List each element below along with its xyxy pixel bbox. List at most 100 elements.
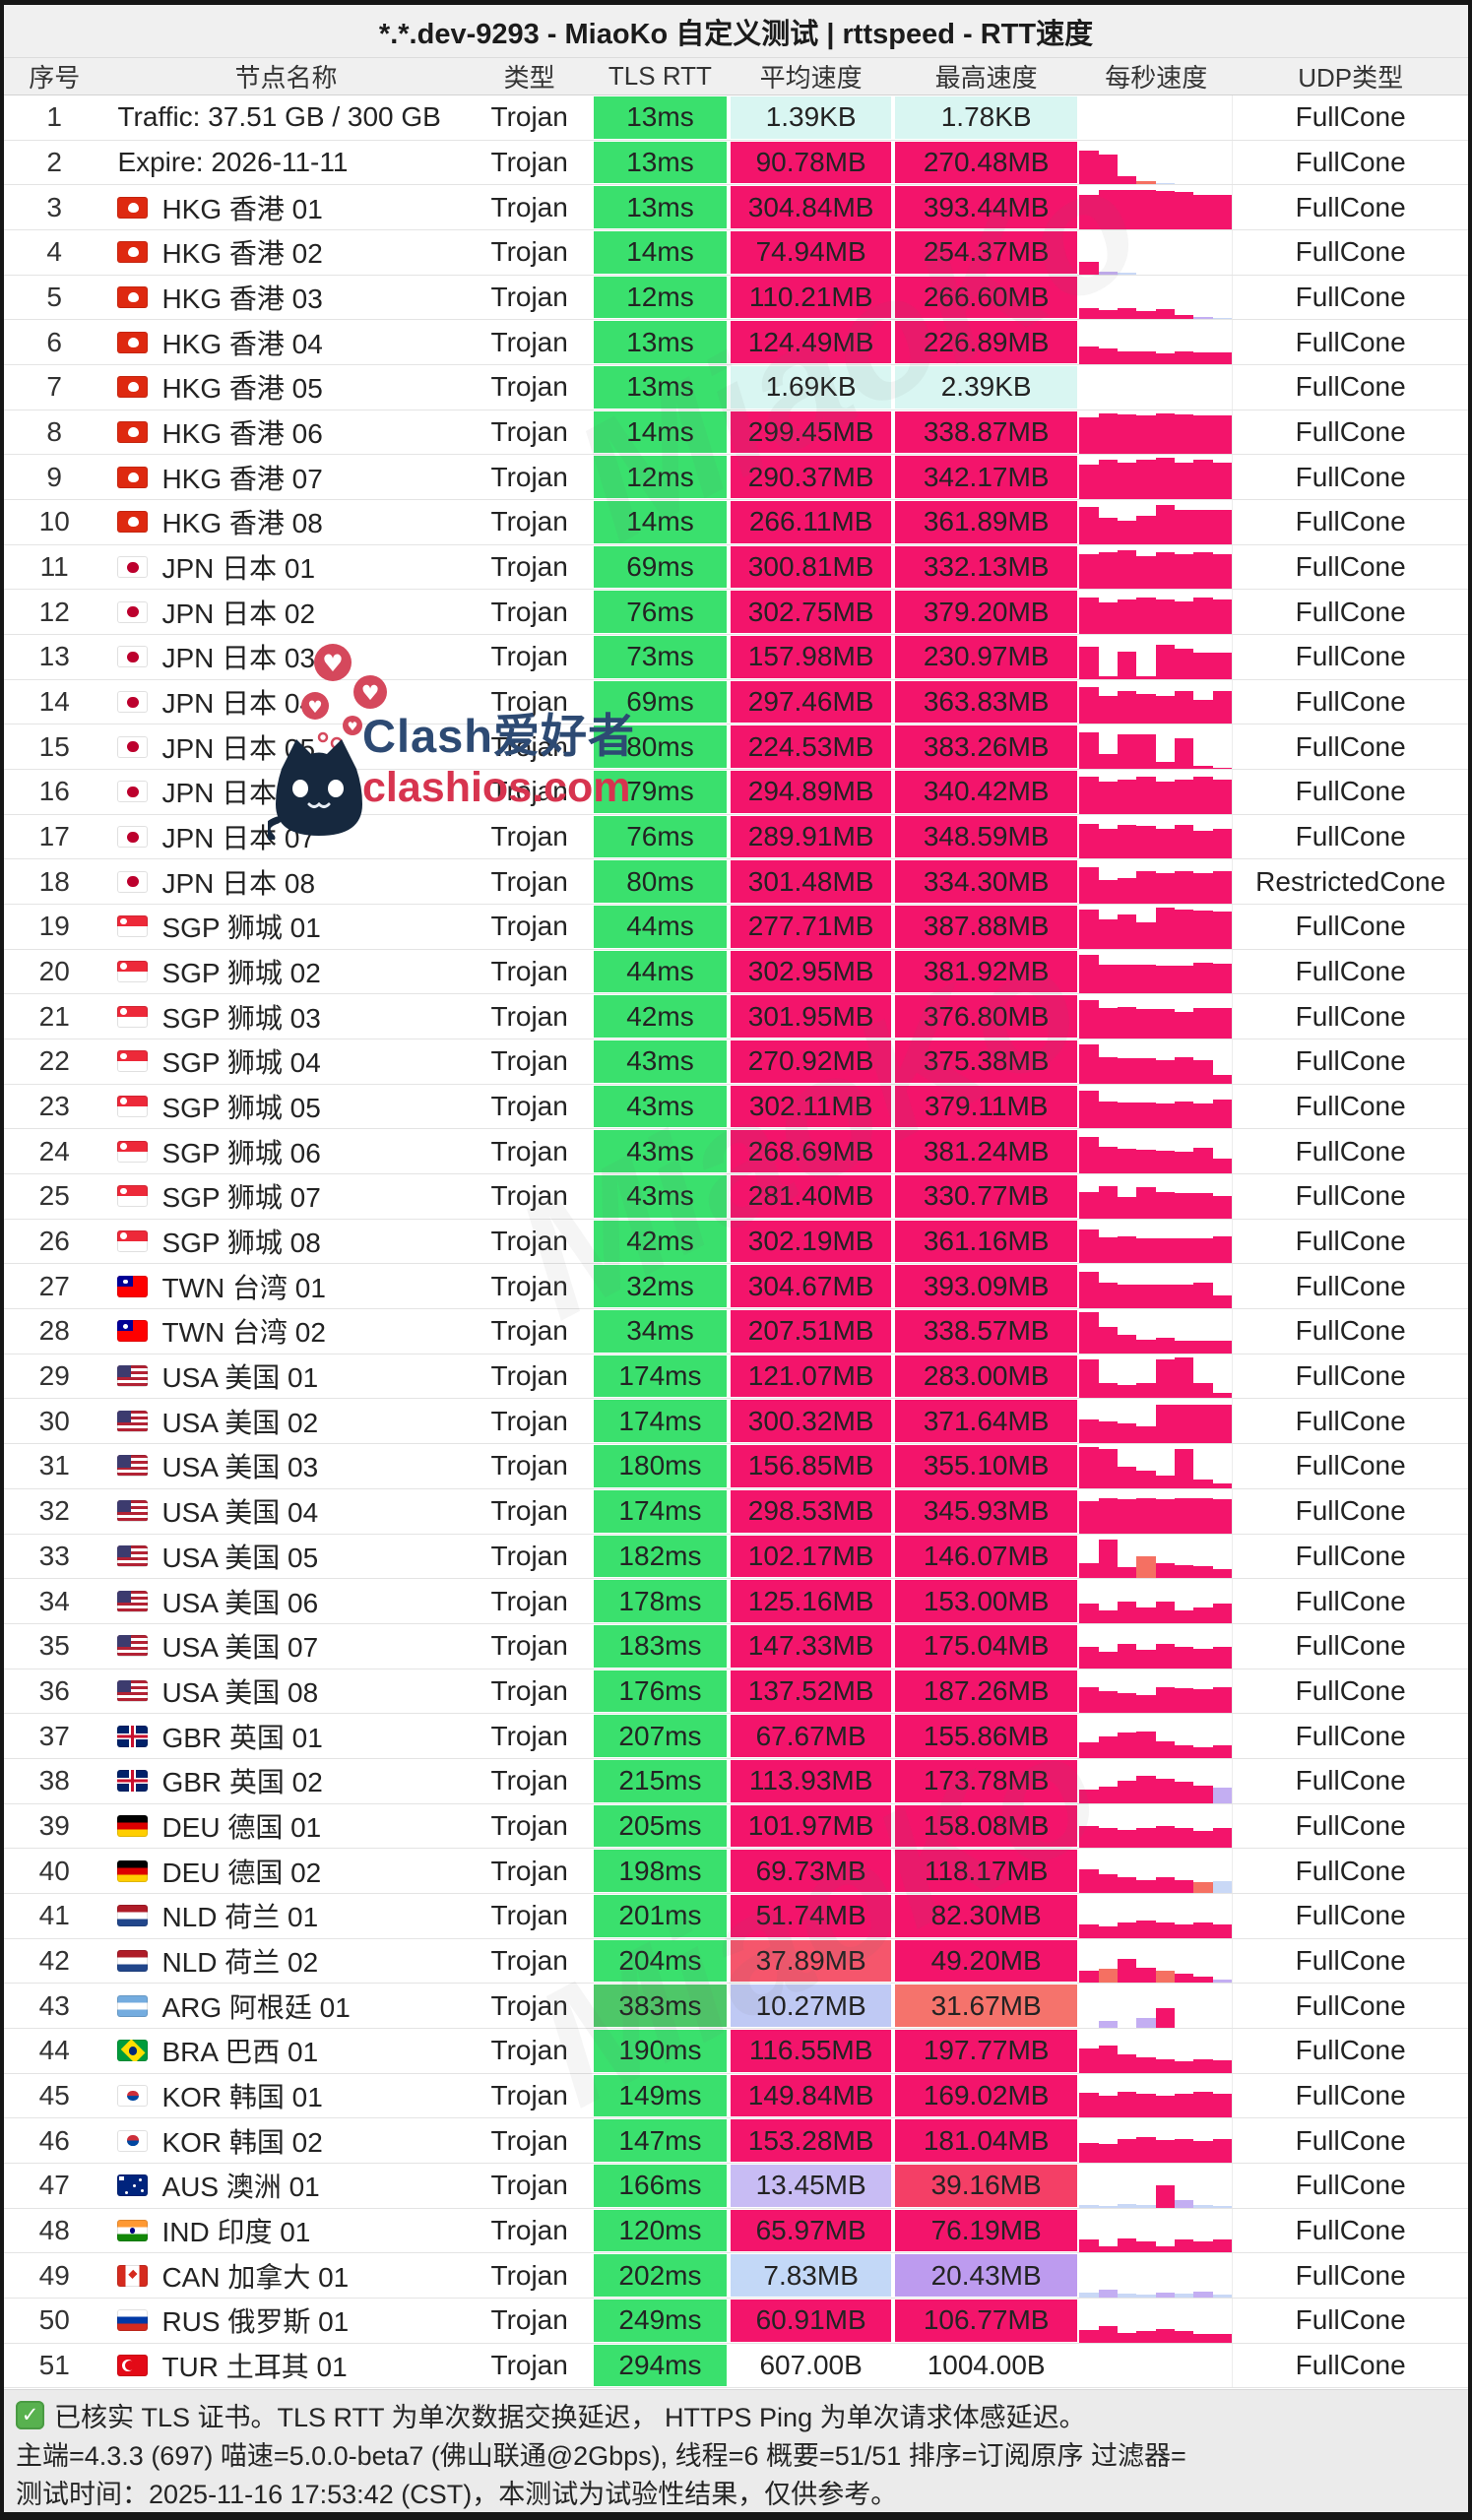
- tls-rtt-cell: 201ms: [592, 1894, 729, 1938]
- avg-speed-cell: 90.78MB: [729, 141, 893, 185]
- speed-bar: [1098, 1969, 1118, 1984]
- speed-bars: [1079, 2253, 1234, 2298]
- node-name: SGP 狮城 03: [161, 1002, 321, 1034]
- flag-icon-twn: [117, 1275, 149, 1297]
- speed-bar: [1098, 460, 1118, 500]
- node-name: USA 美国 01: [161, 1362, 319, 1394]
- node-name: HKG 香港 04: [161, 328, 323, 359]
- row-index: 12: [38, 596, 70, 627]
- header-max-speed: 最高速度: [934, 63, 1038, 93]
- speed-bar: [1136, 1920, 1156, 1938]
- udp-type-cell: FullCone: [1295, 2124, 1406, 2156]
- udp-type-cell: FullCone: [1295, 551, 1406, 583]
- speed-bar: [1079, 1790, 1099, 1803]
- node-name-cell: HKG 香港 03: [104, 276, 467, 320]
- speed-bars: [1079, 1219, 1234, 1264]
- flag-icon-usa: [117, 1590, 149, 1612]
- speed-bars: [1079, 1444, 1234, 1488]
- avg-speed-cell-value: 277.71MB: [731, 906, 892, 948]
- avg-speed-cell: 7.83MB: [729, 2253, 893, 2298]
- node-name-cell: CAN 加拿大 01: [104, 2253, 467, 2298]
- node-name-cell: HKG 香港 06: [104, 410, 467, 455]
- tls-rtt-cell: 44ms: [592, 905, 729, 949]
- max-speed-cell-value: 20.43MB: [895, 2254, 1078, 2297]
- type-cell: Trojan: [490, 2035, 568, 2066]
- speed-bar: [1175, 601, 1194, 635]
- speed-bar: [1155, 1562, 1176, 1579]
- avg-speed-cell: 266.11MB: [729, 500, 893, 544]
- avg-speed-cell: 294.89MB: [729, 770, 893, 814]
- udp-type-cell: FullCone: [1295, 1674, 1406, 1706]
- speed-bars: [1079, 905, 1234, 949]
- speed-bar: [1155, 1358, 1176, 1399]
- speed-bars: [1079, 1534, 1234, 1579]
- max-speed-cell: 375.38MB: [893, 1040, 1079, 1084]
- speed-bars: [1079, 814, 1234, 859]
- node-name: NLD 荷兰 01: [161, 1902, 319, 1933]
- table-row: 40 DEU 德国 02 Trojan 198ms 69.73MB 118.17MB Ful…: [4, 1849, 1468, 1894]
- max-speed-cell: 82.30MB: [893, 1894, 1079, 1938]
- tls-rtt-cell: 42ms: [592, 1220, 729, 1264]
- speed-bar: [1079, 2143, 1099, 2163]
- tls-rtt-cell: 149ms: [592, 2074, 729, 2118]
- row-index: 28: [38, 1315, 70, 1347]
- table-row: 15 JPN 日本 05 Trojan 80ms 224.53MB 383.26MB Ful…: [4, 724, 1468, 771]
- speed-bar: [1175, 554, 1194, 590]
- tls-rtt-cell-value: 76ms: [593, 591, 728, 634]
- node-name-cell: SGP 狮城 01: [104, 905, 467, 949]
- speed-bar: [1079, 151, 1099, 185]
- tls-rtt-cell: 13ms: [592, 320, 729, 364]
- node-name: HKG 香港 02: [161, 238, 323, 270]
- tls-rtt-cell: 73ms: [592, 635, 729, 679]
- speed-bar: [1117, 1148, 1137, 1174]
- speed-bar: [1175, 2094, 1194, 2118]
- row-index: 23: [38, 1091, 70, 1122]
- tls-rtt-cell-value: 205ms: [593, 1804, 728, 1848]
- speed-bar: [1212, 1568, 1233, 1579]
- tls-rtt-cell-value: 79ms: [593, 771, 728, 813]
- speed-bar: [1117, 965, 1137, 994]
- row-index: 5: [46, 282, 62, 313]
- table-row: 8 HKG 香港 06 Trojan 14ms 299.45MB 338.87MB Full…: [4, 410, 1468, 456]
- per-second-speed-chart: [1079, 680, 1233, 724]
- speed-bar: [1155, 1404, 1176, 1444]
- table-row: 39 DEU 德国 01 Trojan 205ms 101.97MB 158.08MB Fu…: [4, 1803, 1468, 1850]
- speed-bar: [1079, 777, 1099, 814]
- row-index: 29: [38, 1360, 70, 1392]
- avg-speed-cell-value: 298.53MB: [731, 1489, 892, 1533]
- node-name-cell: JPN 日本 04: [104, 680, 467, 724]
- speed-bar: [1193, 1404, 1213, 1444]
- speed-bar: [1098, 1786, 1118, 1803]
- speed-bar: [1098, 271, 1118, 275]
- node-name-cell: USA 美国 07: [104, 1624, 467, 1669]
- type-cell: Trojan: [490, 1855, 568, 1886]
- per-second-speed-chart: [1079, 815, 1233, 859]
- speed-bar: [1136, 2331, 1156, 2343]
- speed-bar: [1079, 1000, 1099, 1040]
- flag-icon-arg: [117, 1994, 149, 2017]
- speed-bar: [1079, 1418, 1099, 1444]
- speed-bar: [1193, 700, 1213, 724]
- tls-rtt-cell-value: 42ms: [593, 995, 728, 1039]
- speed-bar: [1098, 1102, 1118, 1129]
- max-speed-cell-value: 146.07MB: [895, 1535, 1078, 1578]
- speed-bar: [1155, 1338, 1176, 1354]
- node-name-cell: JPN 日本 06: [104, 770, 467, 814]
- speed-bar: [1117, 1423, 1137, 1444]
- tls-rtt-cell-value: 80ms: [593, 725, 728, 769]
- avg-speed-cell-value: 302.95MB: [731, 950, 892, 993]
- speed-bar: [1117, 2332, 1137, 2343]
- per-second-speed-chart: [1079, 2165, 1233, 2208]
- avg-speed-cell: 301.48MB: [729, 859, 893, 904]
- row-index: 45: [38, 2079, 70, 2110]
- speed-bar: [1098, 518, 1118, 544]
- speed-bar: [1117, 307, 1137, 320]
- speed-bar: [1193, 1193, 1213, 1219]
- speed-bar: [1098, 753, 1118, 770]
- speed-bar: [1155, 1237, 1176, 1264]
- footer-tls-note: 已核实 TLS 证书。TLS RTT 为单次数据交换延迟， HTTPS Ping…: [54, 2403, 1086, 2432]
- type-cell: Trojan: [490, 776, 568, 807]
- tls-rtt-cell-value: 43ms: [593, 1040, 728, 1083]
- max-speed-cell: 155.86MB: [893, 1714, 1079, 1758]
- tls-rtt-cell: 180ms: [592, 1444, 729, 1488]
